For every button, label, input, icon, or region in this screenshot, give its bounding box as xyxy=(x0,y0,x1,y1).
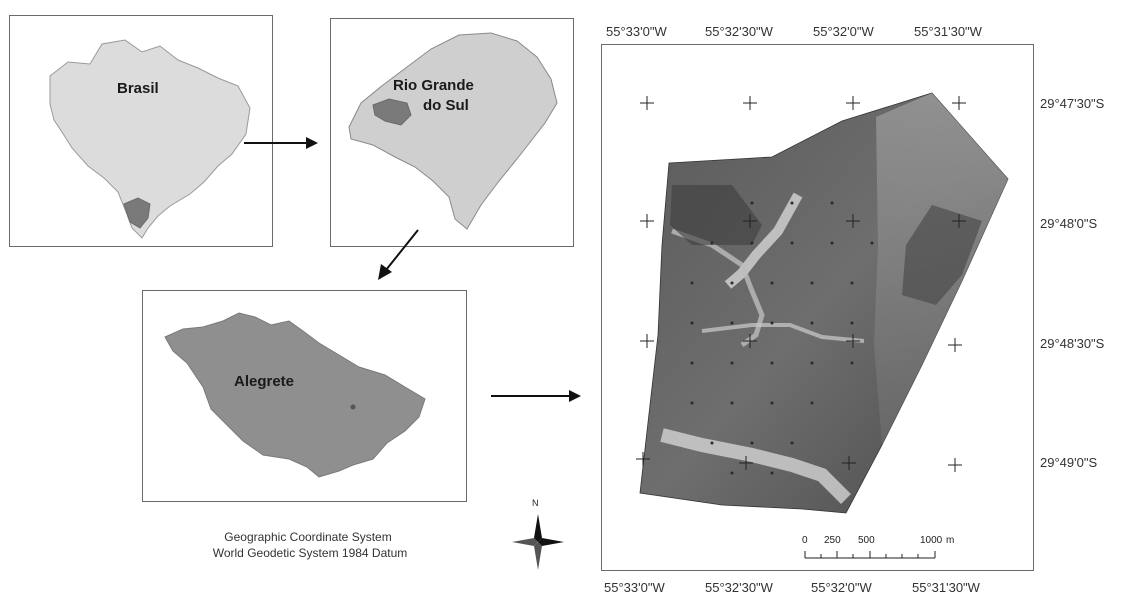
dark-patch-west xyxy=(670,185,762,245)
right-tick-1: 29°47'30"S xyxy=(1040,96,1105,111)
sampling-points xyxy=(690,201,874,475)
arrow-rs-to-alegrete xyxy=(378,229,419,280)
top-tick-2: 55°32'30"W xyxy=(705,24,773,39)
rs-map xyxy=(348,32,558,230)
bottom-tick-1: 55°33'0"W xyxy=(604,580,665,595)
alegrete-label: Alegrete xyxy=(234,373,295,390)
top-tick-3: 55°32'0"W xyxy=(813,24,874,39)
stream-north xyxy=(724,192,803,289)
right-tick-2: 29°48'0"S xyxy=(1040,216,1098,231)
study-area-image xyxy=(636,92,1009,514)
rs-panel: Rio Grande do Sul xyxy=(330,18,574,247)
north-label: N xyxy=(532,498,539,508)
bottom-tick-2: 55°32'30"W xyxy=(705,580,773,595)
top-tick-1: 55°33'0"W xyxy=(606,24,667,39)
stream-central xyxy=(701,323,865,343)
brasil-panel: Brasil xyxy=(9,15,273,247)
compass-rose-icon xyxy=(512,514,564,570)
top-tick-4: 55°31'30"W xyxy=(914,24,982,39)
graticule-crosses xyxy=(636,96,966,472)
crs-line2: World Geodetic System 1984 Datum xyxy=(212,546,408,560)
rs-label-line2: do Sul xyxy=(423,97,469,114)
right-tick-3: 29°48'30"S xyxy=(1040,336,1105,351)
arrow-brasil-to-rs xyxy=(244,137,318,149)
scale-bar: 0 250 500 1000 m xyxy=(802,535,955,563)
rs-shape xyxy=(348,32,558,230)
scale-bar-ruler xyxy=(804,551,936,559)
scale-label-1000: 1000 xyxy=(920,535,943,546)
scale-unit: m xyxy=(946,535,955,546)
brasil-map xyxy=(49,39,251,239)
crs-line1: Geographic Coordinate System xyxy=(224,530,392,544)
alegrete-city-dot xyxy=(350,404,356,410)
study-area-panel: 0 250 500 1000 m xyxy=(601,44,1034,571)
scale-label-0: 0 xyxy=(802,535,808,546)
bottom-tick-3: 55°32'0"W xyxy=(811,580,872,595)
right-tick-4: 29°49'0"S xyxy=(1040,455,1098,470)
scale-label-500: 500 xyxy=(858,535,875,546)
alegrete-highlight-shape xyxy=(372,98,412,126)
arrow-alegrete-to-study-area xyxy=(491,390,581,402)
alegrete-shape xyxy=(164,312,426,478)
alegrete-map xyxy=(164,312,426,478)
north-arrow: N xyxy=(508,498,568,578)
stream-south xyxy=(660,428,851,504)
rs-highlight-shape xyxy=(123,197,151,229)
scale-label-250: 250 xyxy=(824,535,841,546)
brasil-label: Brasil xyxy=(117,80,159,97)
dark-patch-east xyxy=(902,205,982,305)
brasil-shape xyxy=(49,39,251,239)
alegrete-panel: Alegrete xyxy=(142,290,467,502)
rs-label-line1: Rio Grande xyxy=(393,77,474,94)
bottom-tick-4: 55°31'30"W xyxy=(912,580,980,595)
